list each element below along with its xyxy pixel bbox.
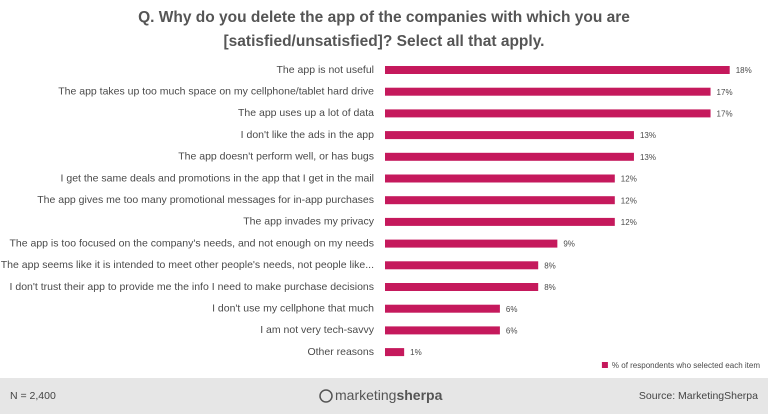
y-tick-label: I don't use my cellphone that much <box>212 302 374 314</box>
value-label: 18% <box>736 66 752 75</box>
value-label: 8% <box>544 261 556 270</box>
y-tick-label: I don't trust their app to provide me th… <box>10 281 374 293</box>
y-tick-label: The app is not useful <box>277 64 374 76</box>
y-tick-label: The app is too focused on the company's … <box>9 237 374 249</box>
value-label: 17% <box>717 110 733 119</box>
y-tick-label: The app uses up a lot of data <box>238 107 374 119</box>
value-label: 13% <box>640 131 656 140</box>
logo-part: sherpa <box>396 387 442 403</box>
y-tick-label: The app invades my privacy <box>243 216 374 228</box>
bar <box>385 217 615 226</box>
value-label: 13% <box>640 153 656 162</box>
y-tick-label: The app gives me too many promotional me… <box>37 194 374 206</box>
value-label: 12% <box>621 218 637 227</box>
bar <box>385 283 539 291</box>
logo: marketingsherpa <box>319 387 443 403</box>
bar <box>385 348 405 357</box>
bar <box>385 174 615 183</box>
y-tick-label: The app doesn't perform well, or has bug… <box>178 151 374 163</box>
logo-part: marketing <box>335 387 396 403</box>
footer-note: N = 2,400 <box>10 390 56 402</box>
value-label: 9% <box>563 240 575 249</box>
bar <box>385 239 558 248</box>
footer-band <box>0 378 768 414</box>
y-tick-label: I don't like the ads in the app <box>241 129 375 141</box>
y-tick-label: The app takes up too much space on my ce… <box>58 85 374 97</box>
value-label: 12% <box>621 175 637 184</box>
value-label: 1% <box>410 348 422 357</box>
footer-source: Source: MarketingSherpa <box>639 390 758 402</box>
value-label: 6% <box>506 305 518 314</box>
chart-title: Q. Why do you delete the app of the comp… <box>138 9 630 26</box>
value-label: 8% <box>544 283 556 292</box>
chart-title: [satisfied/unsatisfied]? Select all that… <box>224 33 545 50</box>
value-label: 6% <box>506 327 518 336</box>
bar <box>385 152 634 161</box>
legend-swatch <box>601 362 608 368</box>
y-tick-label: Other reasons <box>307 346 374 358</box>
value-label: 12% <box>621 196 637 205</box>
y-tick-label: The app seems like it is intended to mee… <box>1 259 374 271</box>
bar <box>385 87 711 96</box>
value-label: 17% <box>717 88 733 97</box>
bar <box>385 131 634 140</box>
bar <box>385 109 711 118</box>
bar <box>385 304 500 313</box>
bar <box>385 66 730 74</box>
y-tick-label: I am not very tech-savvy <box>260 324 375 336</box>
y-tick-label: I get the same deals and promotions in t… <box>61 172 374 184</box>
logo-icon <box>319 389 333 403</box>
logo-text: marketingsherpa <box>335 387 443 403</box>
bar <box>385 326 500 335</box>
bar <box>385 196 615 205</box>
legend-label: % of respondents who selected each item <box>612 361 760 370</box>
bar <box>385 261 539 270</box>
